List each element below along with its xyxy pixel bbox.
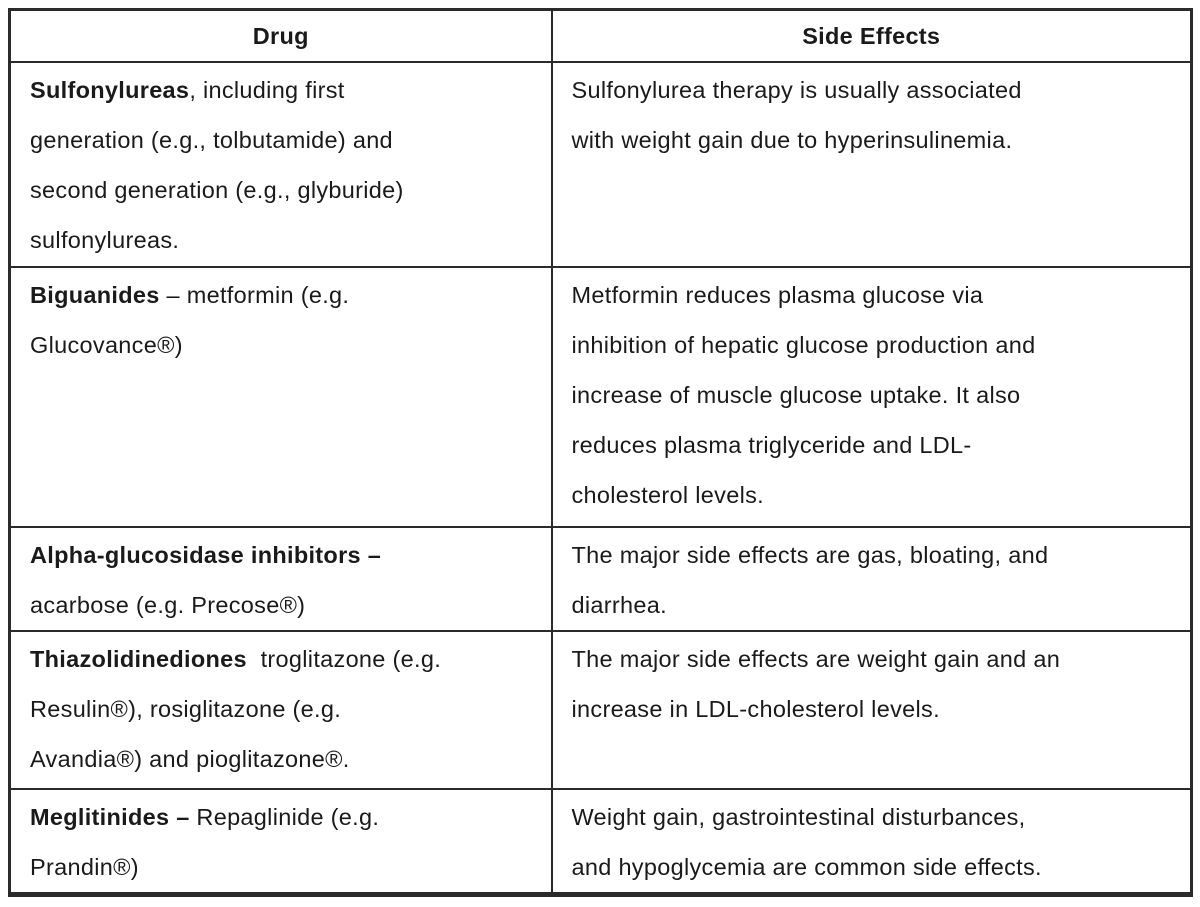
table-body: Sulfonylureas, including first generation… bbox=[8, 61, 1193, 896]
text-line: generation (e.g., tolbutamide) and bbox=[30, 115, 539, 165]
text-segment: increase of muscle glucose uptake. It al… bbox=[571, 382, 1021, 408]
text-line: sulfonylureas. bbox=[30, 215, 539, 265]
text-segment: inhibition of hepatic glucose production… bbox=[571, 332, 1036, 358]
text-segment: – metformin (e.g. bbox=[159, 282, 350, 308]
text-segment: Glucovance®) bbox=[30, 332, 183, 358]
side-effects-cell: Sulfonylurea therapy is usually associat… bbox=[550, 61, 1193, 268]
text-line: The major side effects are gas, bloating… bbox=[572, 530, 1179, 580]
header-row: Drug Side Effects bbox=[8, 8, 1193, 63]
text-line: Resulin®), rosiglitazone (e.g. bbox=[30, 684, 539, 734]
side-effects-cell: The major side effects are gas, bloating… bbox=[550, 526, 1193, 632]
text-segment: Weight gain, gastrointestinal disturbanc… bbox=[571, 804, 1026, 830]
text-line: and hypoglycemia are common side effects… bbox=[572, 842, 1179, 892]
text-line: The major side effects are weight gain a… bbox=[572, 634, 1179, 684]
text-segment: The major side effects are weight gain a… bbox=[571, 646, 1061, 672]
text-line: Sulfonylurea therapy is usually associat… bbox=[572, 65, 1179, 115]
text-segment: increase in LDL-cholesterol levels. bbox=[571, 696, 940, 722]
text-line: Sulfonylureas, including first bbox=[30, 65, 539, 115]
text-line: cholesterol levels. bbox=[572, 470, 1179, 520]
text-segment: cholesterol levels. bbox=[571, 482, 764, 508]
text-line: Avandia®) and pioglitazone®. bbox=[30, 734, 539, 784]
text-segment: The major side effects are gas, bloating… bbox=[571, 542, 1049, 568]
side-effects-cell: Metformin reduces plasma glucose via inhi… bbox=[550, 266, 1193, 528]
text-line: acarbose (e.g. Precose®) bbox=[30, 580, 539, 629]
text-segment: , including first bbox=[189, 77, 345, 103]
drug-cell: Alpha-glucosidase inhibitors – acarbose (… bbox=[8, 526, 553, 632]
drug-cell: Meglitinides – Repaglinide (e.g. Prandin®… bbox=[8, 788, 553, 896]
text-line: increase in LDL-cholesterol levels. bbox=[572, 684, 1179, 734]
text-line: Alpha-glucosidase inhibitors – bbox=[30, 530, 539, 580]
text-segment: reduces plasma triglyceride and LDL- bbox=[571, 432, 972, 458]
drug-class-name: Biguanides bbox=[30, 282, 160, 308]
table-header: Drug Side Effects bbox=[8, 8, 1193, 63]
text-segment: sulfonylureas. bbox=[30, 227, 180, 253]
drug-cell: Biguanides – metformin (e.g. Glucovance®) bbox=[8, 266, 553, 528]
text-segment: Metformin reduces plasma glucose via bbox=[571, 282, 984, 308]
table-row: Meglitinides – Repaglinide (e.g. Prandin®… bbox=[8, 788, 1193, 896]
text-segment: troglitazone (e.g. bbox=[246, 646, 442, 672]
text-line: reduces plasma triglyceride and LDL- bbox=[572, 420, 1179, 470]
drug-class-name: Alpha-glucosidase inhibitors – bbox=[30, 542, 382, 568]
side-effects-cell: Weight gain, gastrointestinal disturbanc… bbox=[550, 788, 1193, 896]
text-line: Metformin reduces plasma glucose via bbox=[572, 270, 1179, 320]
text-line: Meglitinides – Repaglinide (e.g. bbox=[30, 792, 539, 842]
drug-class-name: Meglitinides – bbox=[30, 804, 190, 830]
text-line: Glucovance®) bbox=[30, 320, 539, 370]
drug-class-name: Thiazolidinediones bbox=[30, 646, 247, 672]
text-segment: Repaglinide (e.g. bbox=[189, 804, 380, 830]
text-segment: Resulin®), rosiglitazone (e.g. bbox=[30, 696, 342, 722]
header-cell-drug: Drug bbox=[8, 8, 553, 63]
drug-cell: Sulfonylureas, including first generation… bbox=[8, 61, 553, 268]
text-segment: Prandin®) bbox=[30, 854, 139, 880]
text-line: Biguanides – metformin (e.g. bbox=[30, 270, 539, 320]
table-row: Sulfonylureas, including first generation… bbox=[8, 61, 1193, 268]
text-line: second generation (e.g., glyburide) bbox=[30, 165, 539, 215]
text-segment: generation (e.g., tolbutamide) and bbox=[30, 127, 393, 153]
drug-cell: Thiazolidinediones troglitazone (e.g. Res… bbox=[8, 630, 553, 790]
table-row: Alpha-glucosidase inhibitors – acarbose (… bbox=[8, 526, 1193, 632]
table-row: Thiazolidinediones troglitazone (e.g. Res… bbox=[8, 630, 1193, 790]
side-effects-cell: The major side effects are weight gain a… bbox=[550, 630, 1193, 790]
text-line: inhibition of hepatic glucose production… bbox=[572, 320, 1179, 370]
text-line: diarrhea. bbox=[571, 580, 1179, 629]
text-line: increase of muscle glucose uptake. It al… bbox=[572, 370, 1179, 420]
text-line: Thiazolidinediones troglitazone (e.g. bbox=[30, 634, 539, 684]
drug-class-name: Sulfonylureas bbox=[30, 77, 190, 103]
text-line: with weight gain due to hyperinsulinemia… bbox=[572, 115, 1179, 165]
text-segment: diarrhea. bbox=[571, 592, 667, 618]
text-segment: and hypoglycemia are common side effects… bbox=[571, 854, 1042, 880]
text-segment: Sulfonylurea therapy is usually associat… bbox=[571, 77, 1022, 103]
text-segment: second generation (e.g., glyburide) bbox=[30, 177, 404, 203]
text-line: Prandin®) bbox=[30, 842, 539, 892]
text-segment: with weight gain due to hyperinsulinemia… bbox=[571, 127, 1013, 153]
table-row: Biguanides – metformin (e.g. Glucovance®)… bbox=[8, 266, 1193, 528]
drug-side-effects-table: Drug Side Effects Sulfonylureas, includi… bbox=[8, 8, 1193, 897]
header-cell-side-effects: Side Effects bbox=[550, 8, 1193, 63]
text-segment: acarbose (e.g. Precose®) bbox=[30, 592, 306, 618]
text-segment: Avandia®) and pioglitazone®. bbox=[30, 746, 350, 772]
text-line: Weight gain, gastrointestinal disturbanc… bbox=[572, 792, 1179, 842]
